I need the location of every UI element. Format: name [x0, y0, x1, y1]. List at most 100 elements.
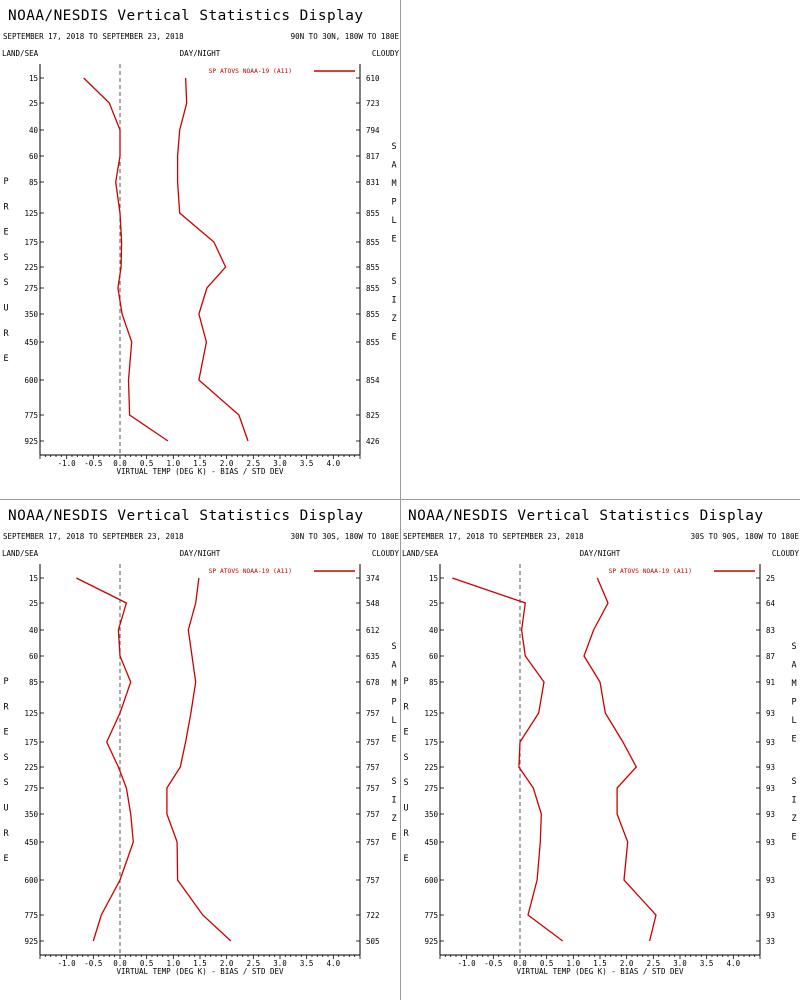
- sample-size-axis-letter: A: [391, 661, 396, 671]
- chart-panel-90n-30n: NOAA/NESDIS Vertical Statistics Display S…: [0, 0, 400, 500]
- pressure-level-label: 125: [424, 709, 438, 718]
- pressure-axis-letter: R: [403, 829, 409, 839]
- pressure-level-label: 275: [24, 284, 38, 293]
- pressure-axis-letter: R: [3, 202, 9, 212]
- pressure-level-label: 275: [424, 784, 438, 793]
- chart-svg: NOAA/NESDIS Vertical Statistics Display S…: [2, 8, 399, 476]
- pressure-axis-letter: U: [3, 804, 8, 814]
- pressure-axis-letter: P: [3, 177, 8, 187]
- sample-size-label: 33: [766, 937, 775, 946]
- x-tick-label: 1.5: [193, 459, 207, 468]
- sample-size-label: 855: [366, 310, 380, 319]
- x-tick-label: 3.5: [300, 459, 314, 468]
- pressure-level-label: 40: [29, 626, 39, 635]
- panel-divider-vertical: [400, 0, 401, 1000]
- sample-size-axis-letter: M: [791, 679, 796, 689]
- sample-size-axis-letter: S: [391, 277, 396, 287]
- bias-series-line: [76, 577, 134, 942]
- x-tick-label: 0.5: [140, 959, 154, 968]
- sample-size-axis-letter: S: [791, 642, 796, 652]
- x-tick-label: 3.0: [273, 959, 287, 968]
- sample-size-label: 374: [366, 574, 380, 583]
- sample-size-label: 825: [366, 411, 380, 420]
- pressure-axis-letter: E: [403, 728, 408, 738]
- x-tick-label: 1.0: [567, 959, 581, 968]
- sample-size-label: 794: [366, 126, 380, 135]
- pressure-level-label: 60: [29, 652, 39, 661]
- region-label: 30N TO 30S, 180W TO 180E: [291, 532, 400, 541]
- pressure-level-label: 450: [424, 838, 438, 847]
- x-tick-label: 0.5: [140, 459, 154, 468]
- chart-svg: NOAA/NESDIS Vertical Statistics Display S…: [2, 508, 400, 976]
- std-dev-series-line: [583, 577, 657, 942]
- sample-size-axis-letter: L: [391, 216, 396, 226]
- legend-label: SP ATOVS NOAA-19 (A11): [209, 68, 292, 75]
- pressure-axis-letter: R: [3, 702, 9, 712]
- pressure-axis-letter: S: [3, 253, 8, 263]
- pressure-level-label: 450: [24, 338, 38, 347]
- x-tick-label: 1.0: [167, 459, 181, 468]
- x-tick-label: 4.0: [727, 959, 741, 968]
- x-tick-label: 3.0: [673, 959, 687, 968]
- cloudy-label: CLOUDY: [372, 549, 400, 558]
- pressure-level-label: 775: [424, 911, 438, 920]
- sample-size-label: 612: [366, 626, 380, 635]
- sample-size-axis-letter: E: [391, 833, 396, 843]
- pressure-level-label: 175: [424, 738, 438, 747]
- sample-size-label: 723: [366, 99, 380, 108]
- pressure-level-label: 225: [24, 263, 38, 272]
- pressure-level-label: 15: [429, 574, 438, 583]
- sample-size-label: 678: [366, 678, 380, 687]
- sample-size-axis-letter: E: [391, 735, 396, 745]
- sample-size-axis-letter: I: [391, 796, 396, 806]
- sample-size-label: 93: [766, 784, 775, 793]
- x-tick-label: -0.5: [84, 959, 102, 968]
- x-tick-label: 1.5: [193, 959, 207, 968]
- sample-size-label: 87: [766, 652, 775, 661]
- sample-size-label: 505: [366, 937, 380, 946]
- sample-size-label: 93: [766, 709, 775, 718]
- pressure-level-label: 125: [24, 709, 38, 718]
- pressure-axis-letter: S: [3, 778, 8, 788]
- pressure-axis-letter: S: [3, 753, 8, 763]
- x-tick-label: 4.0: [327, 459, 341, 468]
- x-axis-label: VIRTUAL TEMP (DEG K) - BIAS / STD DEV: [116, 967, 284, 976]
- pressure-axis-letter: U: [403, 804, 408, 814]
- x-tick-label: -0.5: [484, 959, 502, 968]
- sample-size-label: 548: [366, 599, 380, 608]
- pressure-level-label: 15: [29, 74, 38, 83]
- sample-size-axis-letter: E: [391, 235, 396, 245]
- pressure-axis-letter: E: [403, 854, 408, 864]
- pressure-level-label: 350: [24, 310, 38, 319]
- pressure-level-label: 925: [424, 937, 438, 946]
- sample-size-axis-letter: I: [791, 796, 796, 806]
- sample-size-axis-letter: L: [791, 716, 796, 726]
- pressure-level-label: 350: [24, 810, 38, 819]
- sample-size-axis-letter: S: [391, 642, 396, 652]
- pressure-level-label: 175: [24, 238, 38, 247]
- sample-size-label: 93: [766, 810, 775, 819]
- day-night-label: DAY/NIGHT: [180, 49, 221, 58]
- pressure-level-label: 25: [429, 599, 438, 608]
- x-axis-label: VIRTUAL TEMP (DEG K) - BIAS / STD DEV: [516, 967, 684, 976]
- pressure-level-label: 60: [29, 152, 39, 161]
- sample-size-axis-letter: Z: [391, 814, 396, 824]
- pressure-axis-letter: E: [3, 354, 8, 364]
- pressure-level-label: 350: [424, 810, 438, 819]
- bias-series-line: [83, 77, 169, 442]
- pressure-level-label: 775: [24, 411, 38, 420]
- x-tick-label: 2.0: [220, 959, 234, 968]
- pressure-level-label: 25: [29, 99, 38, 108]
- pressure-level-label: 600: [424, 876, 438, 885]
- sample-size-label: 64: [766, 599, 776, 608]
- pressure-level-label: 600: [24, 376, 38, 385]
- pressure-axis-letter: E: [3, 854, 8, 864]
- pressure-axis-letter: S: [403, 778, 408, 788]
- std-dev-series-line: [176, 77, 249, 442]
- pressure-level-label: 85: [29, 678, 38, 687]
- sample-size-label: 757: [366, 838, 380, 847]
- sample-size-label: 757: [366, 810, 380, 819]
- cloudy-label: CLOUDY: [772, 549, 800, 558]
- pressure-level-label: 450: [24, 838, 38, 847]
- sample-size-axis-letter: M: [391, 179, 396, 189]
